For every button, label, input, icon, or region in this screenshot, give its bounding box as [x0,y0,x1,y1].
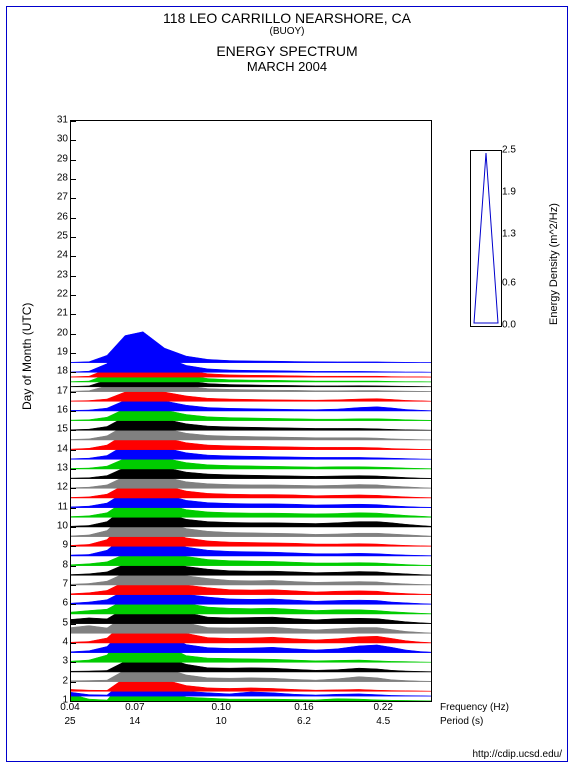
title-block: 118 LEO CARRILLO NEARSHORE, CA (BUOY) EN… [0,10,574,74]
y-tick-label: 24 [40,250,68,261]
y-tick-label: 15 [40,424,68,435]
x-axis-label-freq: Frequency (Hz) [440,702,509,713]
legend-tick-label: 1.9 [502,187,516,198]
y-tick-label: 18 [40,366,68,377]
y-tick-label: 28 [40,173,68,184]
page-root: 118 LEO CARRILLO NEARSHORE, CA (BUOY) EN… [0,0,574,768]
x-tick-freq: 0.04 [60,702,79,713]
x-tick-period: 6.2 [297,716,311,727]
y-tick-label: 19 [40,347,68,358]
x-axis-label-period: Period (s) [440,716,483,727]
title-sub: (BUOY) [0,26,574,37]
x-tick-period: 4.5 [376,716,390,727]
title-section: ENERGY SPECTRUM [0,43,574,59]
y-tick-label: 30 [40,134,68,145]
y-tick-label: 5 [40,617,68,628]
y-tick-label: 27 [40,192,68,203]
x-tick-freq: 0.16 [294,702,313,713]
legend-tick-label: 0.0 [502,320,516,331]
y-tick-label: 14 [40,443,68,454]
legend-ticks: 0.00.61.31.92.5 [502,150,530,325]
y-tick-label: 11 [40,501,68,512]
spectrum-plot [70,120,432,702]
x-tick-period: 10 [216,716,227,727]
x-tick-freq: 0.22 [373,702,392,713]
legend-box [470,150,502,327]
y-tick-label: 23 [40,269,68,280]
y-tick-label: 17 [40,385,68,396]
spectra-svg [71,121,431,701]
y-tick-label: 16 [40,405,68,416]
x-tick-period: 14 [129,716,140,727]
y-tick-label: 25 [40,231,68,242]
y-tick-label: 29 [40,153,68,164]
y-tick-label: 20 [40,327,68,338]
y-tick-label: 6 [40,598,68,609]
y-tick-label: 31 [40,115,68,126]
title-date: MARCH 2004 [0,59,574,74]
y-axis-ticks: 1234567891011121314151617181920212223242… [40,120,68,700]
y-tick-label: 12 [40,482,68,493]
y-tick-label: 21 [40,308,68,319]
y-tick-label: 8 [40,559,68,570]
legend-tick-label: 1.3 [502,229,516,240]
y-axis-label: Day of Month (UTC) [20,303,34,410]
x-tick-period: 25 [64,716,75,727]
spectrum-trace [71,332,431,363]
y-tick-label: 26 [40,211,68,222]
x-tick-freq: 0.10 [211,702,230,713]
y-tick-label: 9 [40,540,68,551]
y-tick-label: 13 [40,463,68,474]
y-tick-label: 22 [40,289,68,300]
y-tick-label: 2 [40,675,68,686]
legend-tick-label: 0.6 [502,278,516,289]
legend-label: Energy Density (m^2/Hz) [548,203,560,325]
source-url: http://cdip.ucsd.edu/ [472,749,562,760]
y-tick-label: 10 [40,521,68,532]
y-tick-label: 7 [40,579,68,590]
legend-arrow-icon [471,151,501,326]
title-main: 118 LEO CARRILLO NEARSHORE, CA [0,10,574,26]
y-tick-label: 4 [40,637,68,648]
y-tick-label: 3 [40,656,68,667]
x-tick-freq: 0.07 [125,702,144,713]
legend-tick-label: 2.5 [502,145,516,156]
